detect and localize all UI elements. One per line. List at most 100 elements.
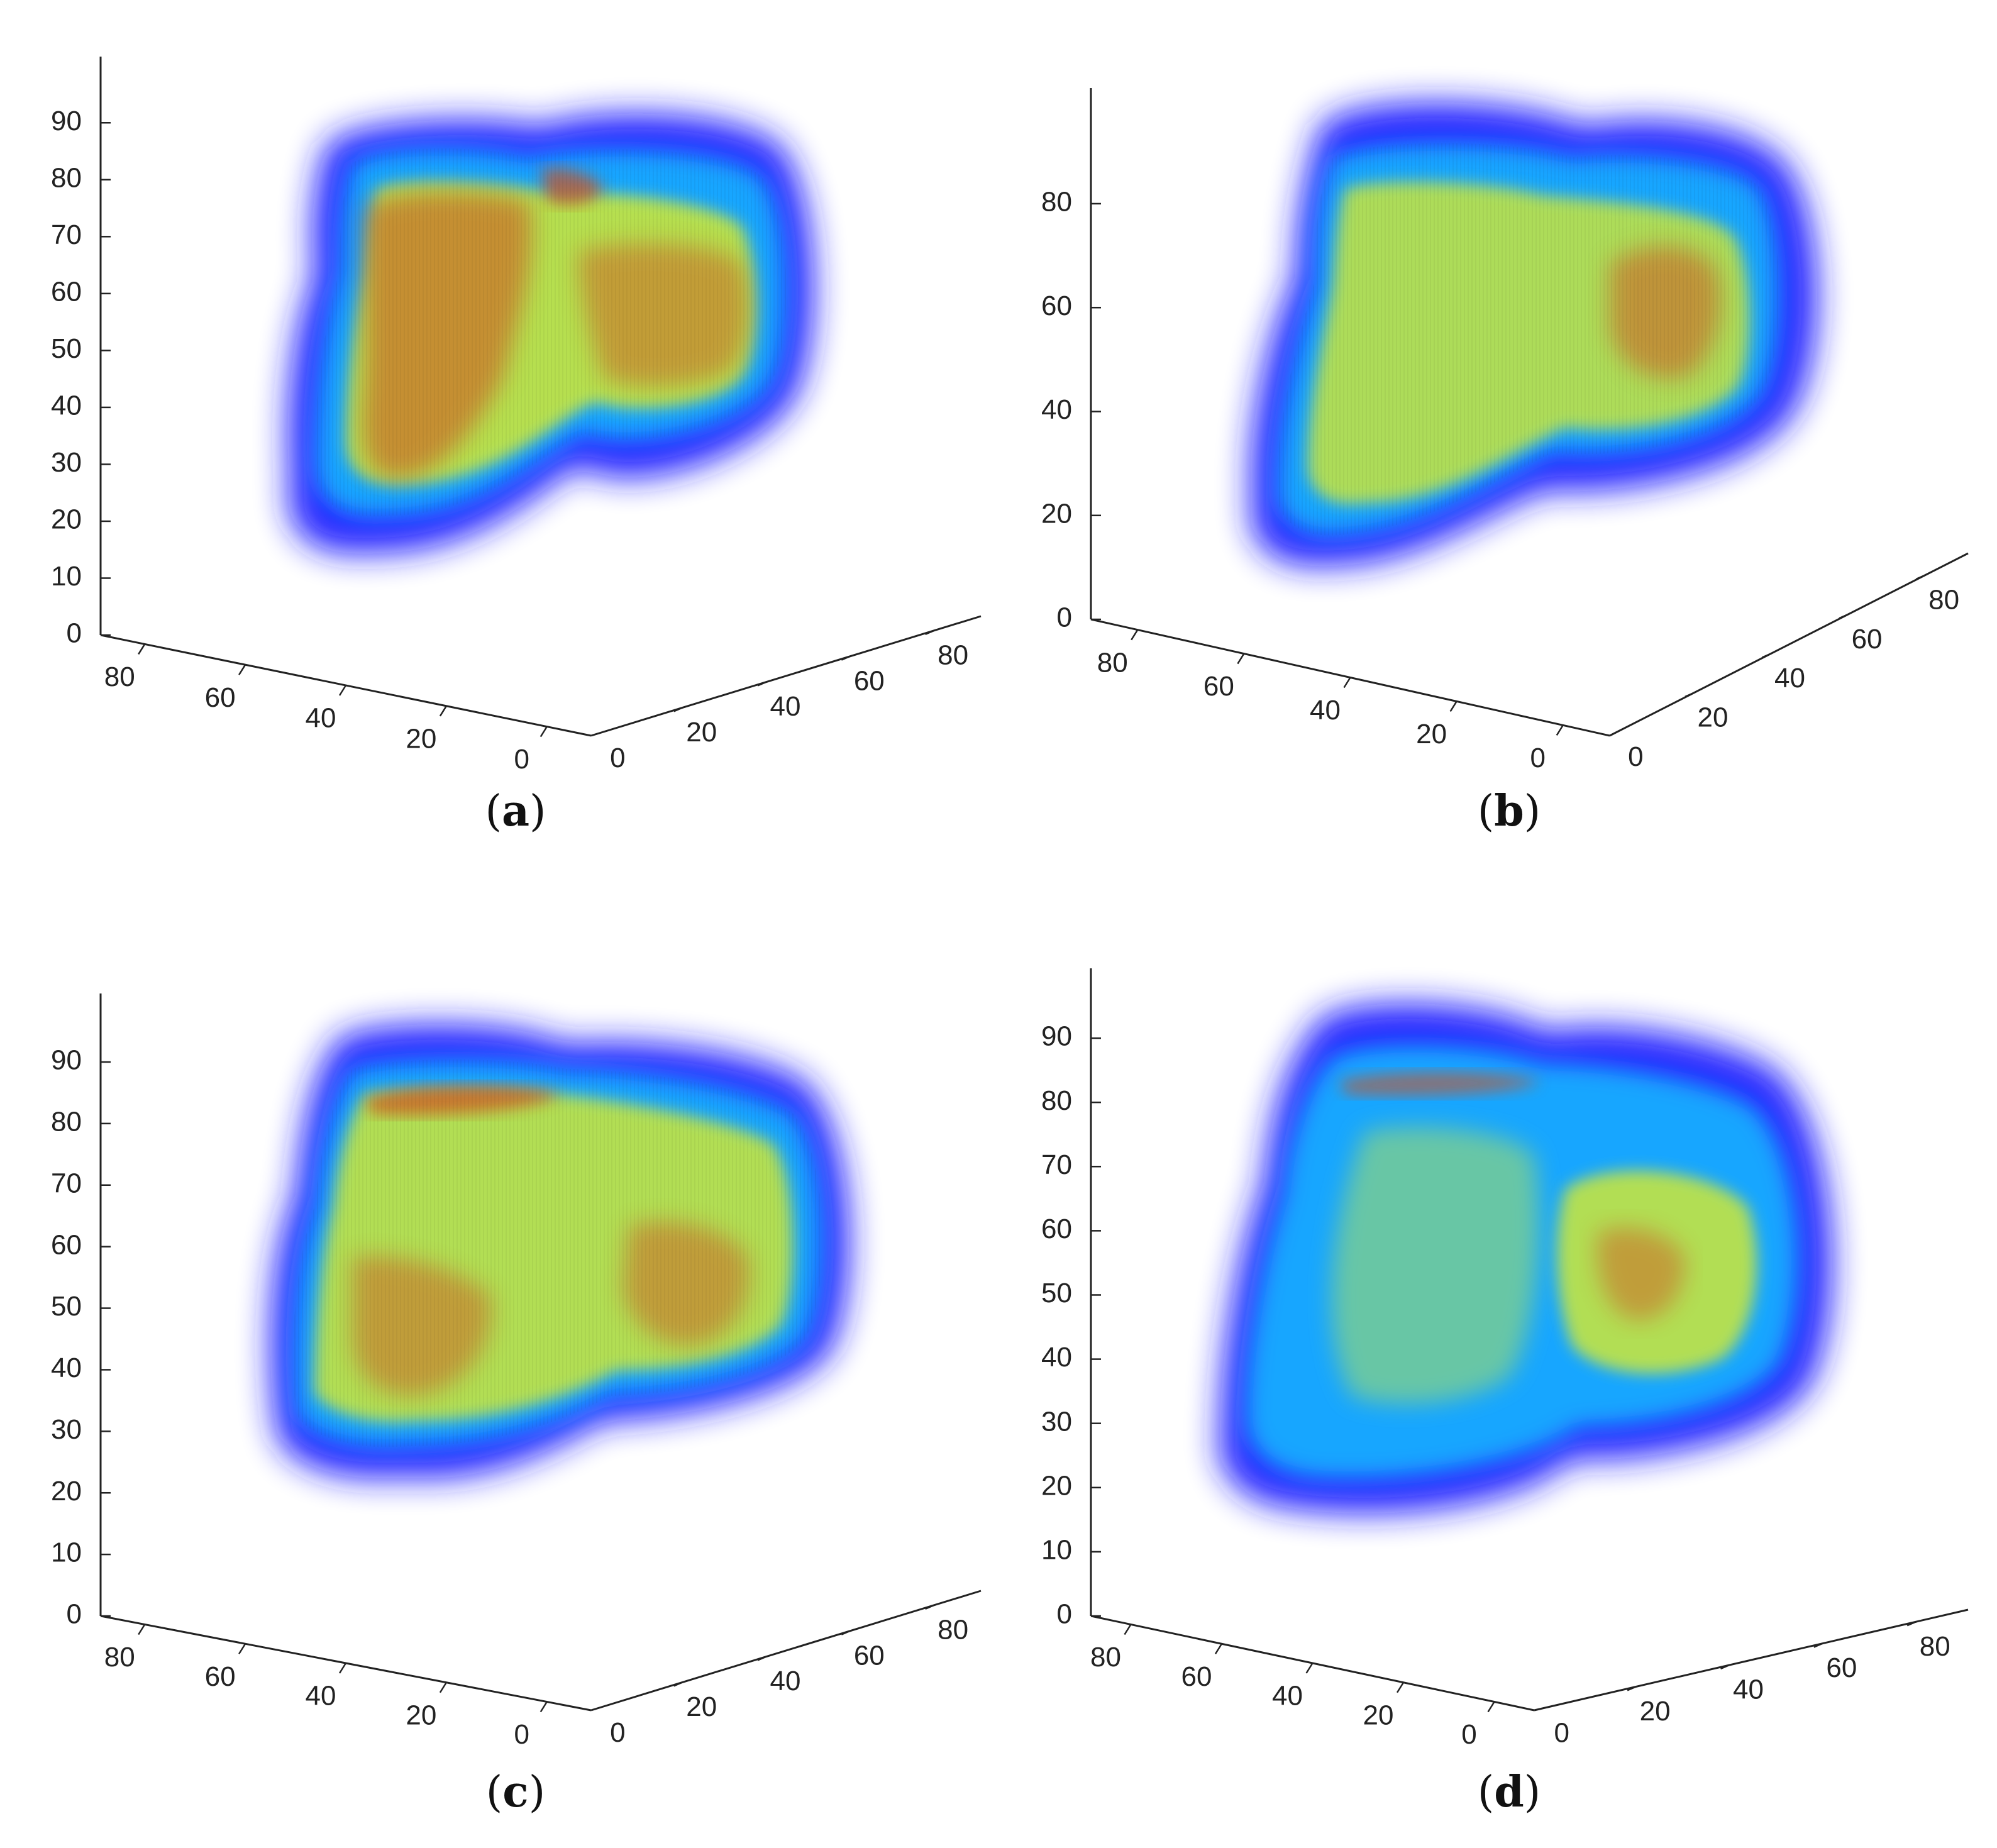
panel-b-z-tick-label: 80 [1041,187,1072,218]
panel-d-x-tick-label: 60 [1181,1661,1212,1692]
panel-a-z-tick-label: 60 [51,276,82,307]
panel-d-y-axis [1534,1608,1969,1712]
panel-c-x-tick-label: 80 [104,1642,135,1673]
panel-d-y-tick [1720,1664,1730,1670]
panel-b-y-tick [1762,653,1771,658]
panel-b-x-tick [1131,629,1139,641]
panel-a-x-tick-label: 60 [205,682,236,713]
panel-c-x-tick [439,1682,447,1693]
panel-d-z-tick-label: 90 [1041,1021,1072,1052]
panel-a-y-tick [925,629,935,635]
panel-d-z-tick-label: 20 [1041,1470,1072,1501]
panel-c-y-tick-label: 0 [610,1717,625,1748]
panel-a-z-tick-label: 40 [51,390,82,421]
panel-c-y-axis [590,1590,982,1712]
panel-c-z-tick-label: 80 [51,1106,82,1137]
panel-c-z-tick-label: 90 [51,1045,82,1076]
panel-c-x-tick [338,1663,347,1674]
caption-b: (b) [1477,786,1541,836]
panel-a-x-tick [238,664,246,675]
panel-d-z-tick-label: 50 [1041,1278,1072,1309]
panel-d-z-tick-label: 70 [1041,1149,1072,1180]
panel-c-z-tick-label: 20 [51,1476,82,1507]
panel-b-x-tick-label: 40 [1310,695,1341,726]
panel-b-x-tick-label: 20 [1416,719,1447,750]
panel-c-z-tick-label: 30 [51,1414,82,1445]
panel-c-y-tick [841,1630,851,1635]
panel-b-z-tick-label: 20 [1041,498,1072,529]
panel-a-x-tick [539,726,548,738]
panel-c-y-tick-label: 80 [938,1614,968,1645]
caption-d: (d) [1477,1767,1541,1817]
panel-c-y-tick [673,1681,683,1687]
panel-d-z-tick-label: 60 [1041,1214,1072,1244]
panel-b-x-tick-label: 80 [1097,647,1128,678]
panel-c-x-tick-label: 40 [306,1681,336,1712]
panel-a-z-tick-label: 20 [51,504,82,535]
panel-d-x-tick-label: 20 [1363,1700,1394,1730]
panel-d-z-tick-label: 40 [1041,1342,1072,1373]
panel-d-y-tick-label: 60 [1826,1652,1857,1683]
panel-d-y-tick-label: 40 [1733,1674,1764,1705]
panel-b-y-tick-label: 20 [1697,702,1728,733]
panel-a-z-tick-label: 30 [51,447,82,478]
panel-d-x-tick [1487,1701,1495,1713]
panel-b-x-tick [1237,653,1245,665]
panel-a-x-tick [338,685,347,696]
panel-a-x-tick [439,705,447,717]
panel-a-y-tick-label: 80 [938,639,968,670]
panel-c-volume [270,1024,849,1479]
panel-b-y-tick-label: 0 [1628,741,1643,772]
panel-d-y-tick [1627,1686,1637,1691]
panel-d-x-tick [1396,1682,1405,1693]
panel-a-y-tick [673,707,683,712]
panel-d-y-tick [1813,1642,1823,1648]
panel-b-volume [1250,102,1818,567]
panel-a-x-tick-label: 20 [406,723,436,754]
panel-c-x-tick-label: 60 [205,1661,236,1692]
panel-b-z-tick-label: 40 [1041,394,1072,425]
panel-d-y-tick-label: 0 [1554,1717,1569,1748]
panel-c-z-tick-label: 0 [67,1599,82,1630]
panel-c-y-tick-label: 20 [686,1691,717,1722]
panel-a-z-tick-label: 10 [51,561,82,592]
panel-a-y-tick [841,655,851,661]
panel-c-z-tick-label: 10 [51,1537,82,1568]
panel-b-x-tick-label: 60 [1203,671,1234,702]
panel-b-z-tick-label: 60 [1041,290,1072,321]
panel-a-x-tick [138,643,146,655]
panel-a-x-tick-label: 40 [306,703,336,734]
panel-c-x-tick [138,1624,146,1635]
panel-a-y-tick-label: 40 [770,691,801,722]
panel-d-volume [1219,1003,1832,1514]
panel-c-z-tick-label: 40 [51,1353,82,1383]
panel-b-y-tick [1839,614,1849,619]
panel-d-y-tick-label: 80 [1920,1631,1950,1662]
panel-a-y-tick [757,681,767,687]
panel-b-y-axis [1609,552,1969,737]
panel-b-y-tick-label: 40 [1774,663,1805,694]
panel-a-y-tick-label: 20 [686,717,717,748]
panel-a-volume [287,113,814,555]
panel-a-z-tick-label: 0 [67,618,82,649]
panel-b-z-tick-label: 0 [1057,602,1072,633]
panel-b-y-tick [1684,692,1695,697]
panel-c-x-tick [539,1701,548,1713]
panel-b-x-tick [1449,700,1458,712]
panel-c-z-tick-label: 50 [51,1291,82,1322]
panel-d-y-tick [1906,1621,1917,1627]
panel-c-x-tick-label: 0 [514,1719,529,1750]
panel-a-y-tick-label: 0 [610,743,625,773]
caption-c: (c) [485,1767,546,1817]
panel-d-x-tick [1305,1663,1314,1674]
panel-c-z-tick-label: 70 [51,1168,82,1198]
panel-d-z-tick-label: 10 [1041,1535,1072,1566]
panel-c-z-tick-label: 60 [51,1229,82,1260]
panel-c-x-tick [238,1643,246,1654]
panel-c-y-tick-label: 60 [854,1640,885,1671]
panel-d-z-tick-label: 0 [1057,1599,1072,1630]
panel-b-y-tick-label: 80 [1928,584,1959,615]
panel-b-y-tick [1916,574,1926,580]
panel-b-y-tick-label: 60 [1852,624,1883,655]
